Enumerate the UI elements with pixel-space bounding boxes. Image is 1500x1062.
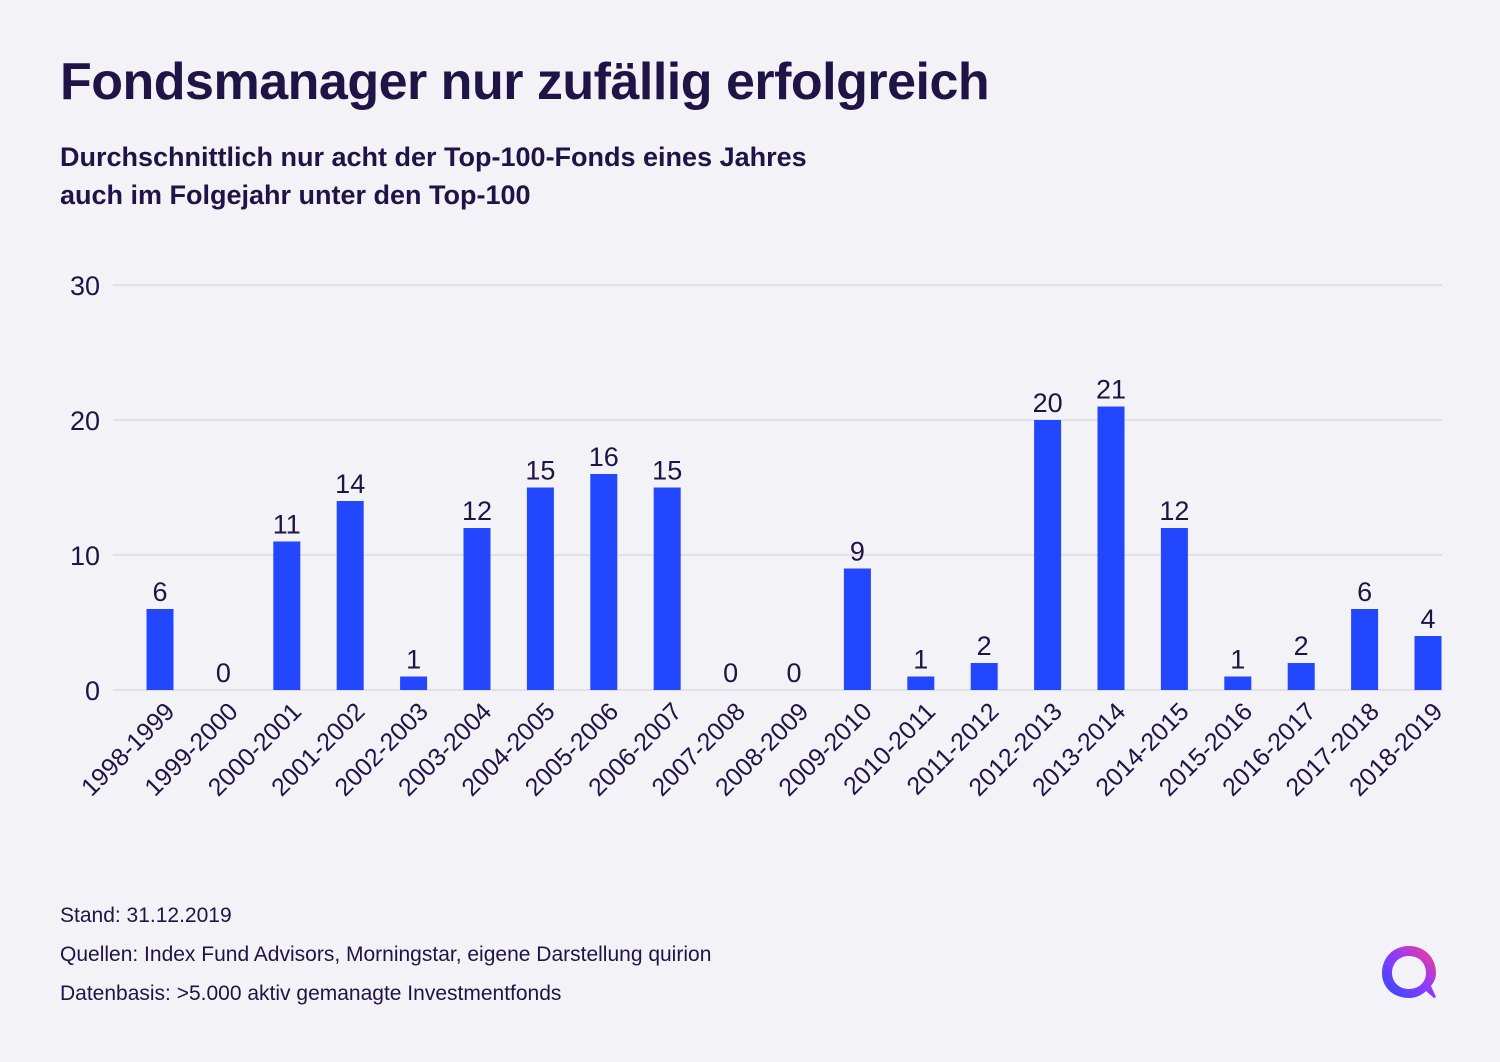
data-label: 11 [273, 510, 301, 540]
data-label: 6 [1357, 577, 1372, 607]
data-label: 1 [406, 645, 421, 675]
data-label: 4 [1420, 604, 1435, 634]
bar [907, 676, 935, 690]
data-label: 0 [723, 658, 738, 688]
footer-database: Datenbasis: >5.000 aktiv gemanagte Inves… [60, 982, 562, 1005]
bar [1414, 636, 1442, 690]
data-label: 1 [1230, 645, 1245, 675]
chart-subtitle: Durchschnittlich nur acht der Top-100-Fo… [60, 138, 1060, 214]
bar [1160, 528, 1188, 690]
data-label: 15 [525, 456, 555, 486]
bar [653, 487, 681, 690]
y-tick-label: 30 [70, 271, 100, 301]
footer-stand: Stand: 31.12.2019 [60, 904, 232, 927]
bar [526, 487, 554, 690]
data-label: 9 [850, 537, 865, 567]
bar [1351, 609, 1379, 690]
bar [843, 568, 871, 690]
subtitle-line-2: auch im Folgejahr unter den Top-100 [60, 180, 531, 210]
chart-title: Fondsmanager nur zufällig erfolgreich [60, 53, 990, 111]
bar-chart: 010203061998-199901999-2000112000-200114… [70, 271, 1448, 802]
y-tick-label: 10 [70, 541, 100, 571]
data-label: 16 [589, 442, 619, 472]
bar [146, 609, 174, 690]
footer-sources: Quellen: Index Fund Advisors, Morningsta… [60, 943, 712, 966]
data-label: 15 [652, 456, 682, 486]
bar [970, 663, 998, 690]
y-tick-label: 0 [85, 676, 100, 706]
bar [1287, 663, 1315, 690]
bar [1224, 676, 1252, 690]
data-label: 12 [462, 496, 492, 526]
y-tick-label: 20 [70, 406, 100, 436]
bar [273, 541, 301, 690]
bar [463, 528, 491, 690]
chart-footer: Stand: 31.12.2019 Quellen: Index Fund Ad… [60, 896, 711, 1013]
data-label: 0 [786, 658, 801, 688]
subtitle-line-1: Durchschnittlich nur acht der Top-100-Fo… [60, 142, 807, 172]
data-label: 2 [1294, 631, 1309, 661]
bar [590, 474, 618, 690]
data-label: 21 [1096, 375, 1126, 405]
quirion-logo-icon [1376, 940, 1446, 1015]
data-label: 1 [913, 645, 928, 675]
bar [336, 501, 364, 690]
data-label: 0 [216, 658, 231, 688]
data-label: 2 [977, 631, 992, 661]
bar [1097, 406, 1125, 690]
bar [400, 676, 428, 690]
data-label: 20 [1033, 388, 1063, 418]
bar [1034, 420, 1062, 690]
data-label: 12 [1159, 496, 1189, 526]
data-label: 14 [335, 469, 365, 499]
data-label: 6 [152, 577, 167, 607]
